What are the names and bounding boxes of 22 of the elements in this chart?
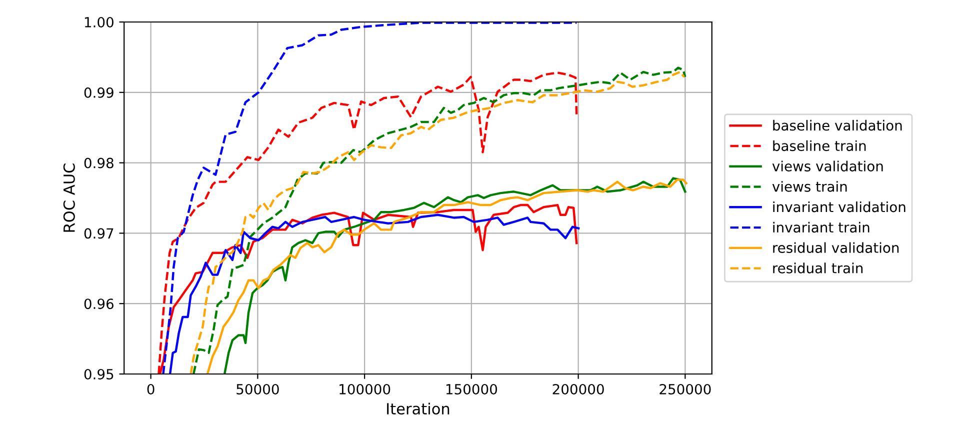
legend-label: views train <box>772 181 847 192</box>
y-tick-label: 0.97 <box>84 228 114 239</box>
y-tick-label: 0.99 <box>84 87 114 98</box>
x-tick-label: 250000 <box>660 384 711 394</box>
y-tick-label: 0.98 <box>84 158 114 168</box>
y-axis-title: ROC AUC <box>63 164 75 232</box>
y-tick-label: 0.95 <box>84 368 114 380</box>
x-tick-label: 150000 <box>446 384 498 394</box>
legend-label: residual validation <box>773 242 899 253</box>
x-tick-label: 200000 <box>552 384 604 394</box>
x-tick-label: 100000 <box>340 384 390 394</box>
legend-label: baseline train <box>773 140 866 152</box>
x-tick-label: 50000 <box>236 384 279 394</box>
x-tick-label: 0 <box>147 384 154 394</box>
legend-label: views validation <box>772 160 883 172</box>
legend-label: invariant train <box>773 222 870 233</box>
legend-label: residual train <box>773 262 863 274</box>
y-tick-label: 0.96 <box>84 298 114 310</box>
y-tick-label: 1.00 <box>84 16 114 28</box>
legend-label: baseline validation <box>773 120 902 131</box>
x-axis-title: Iteration <box>387 402 450 415</box>
legend-label: invariant validation <box>773 201 906 212</box>
